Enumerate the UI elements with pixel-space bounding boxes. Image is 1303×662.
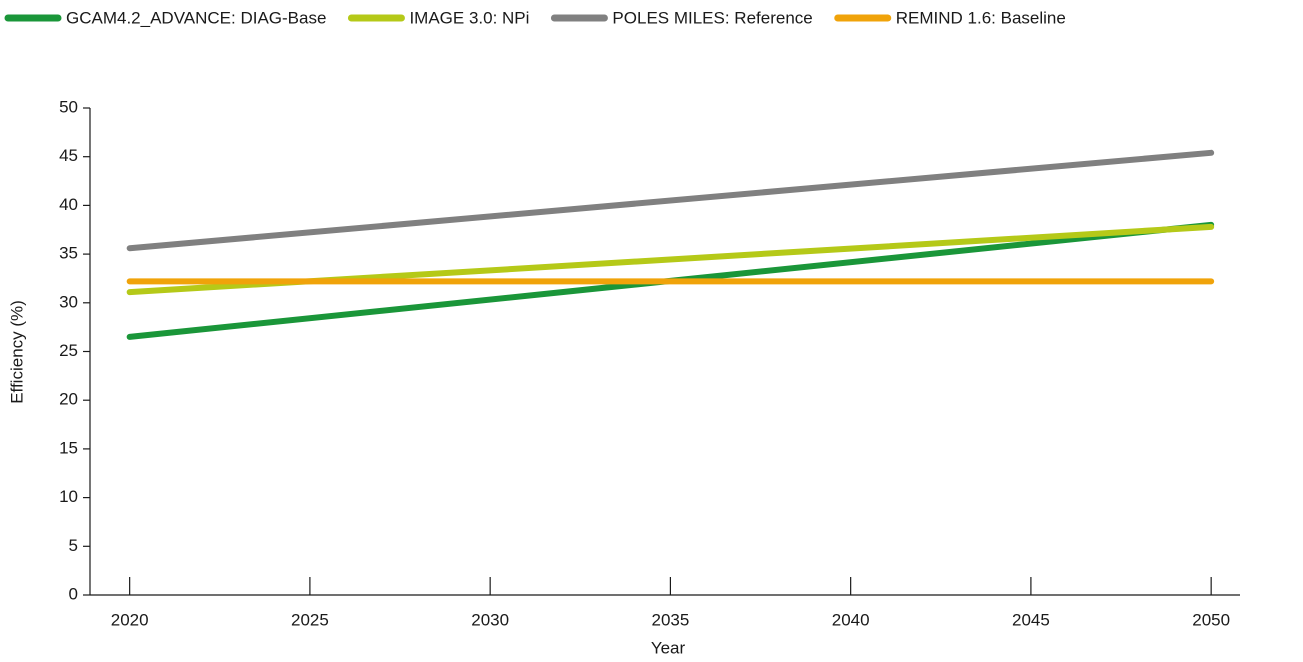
y-tick-label: 20: [59, 390, 78, 409]
x-tick-label: 2045: [1012, 610, 1050, 629]
y-tick-label: 0: [69, 584, 78, 603]
x-tick-label: 2030: [471, 610, 509, 629]
y-tick-label: 10: [59, 487, 78, 506]
y-tick-label: 40: [59, 195, 78, 214]
x-tick-label: 2025: [291, 610, 329, 629]
y-tick-label: 15: [59, 438, 78, 457]
legend-label: GCAM4.2_ADVANCE: DIAG-Base: [66, 8, 326, 27]
x-axis-label: Year: [651, 638, 686, 657]
y-tick-label: 45: [59, 146, 78, 165]
y-tick-label: 50: [59, 97, 78, 116]
x-tick-label: 2020: [111, 610, 149, 629]
x-tick-label: 2050: [1192, 610, 1230, 629]
legend-label: POLES MILES: Reference: [612, 8, 812, 27]
x-tick-label: 2035: [651, 610, 689, 629]
y-tick-label: 35: [59, 244, 78, 263]
y-tick-label: 5: [69, 536, 78, 555]
x-tick-label: 2040: [832, 610, 870, 629]
y-tick-label: 30: [59, 292, 78, 311]
legend-label: IMAGE 3.0: NPi: [409, 8, 529, 27]
series-line: [126, 149, 1215, 252]
legend-label: REMIND 1.6: Baseline: [896, 8, 1066, 27]
y-axis-label: Efficiency (%): [7, 300, 26, 404]
y-tick-label: 25: [59, 341, 78, 360]
